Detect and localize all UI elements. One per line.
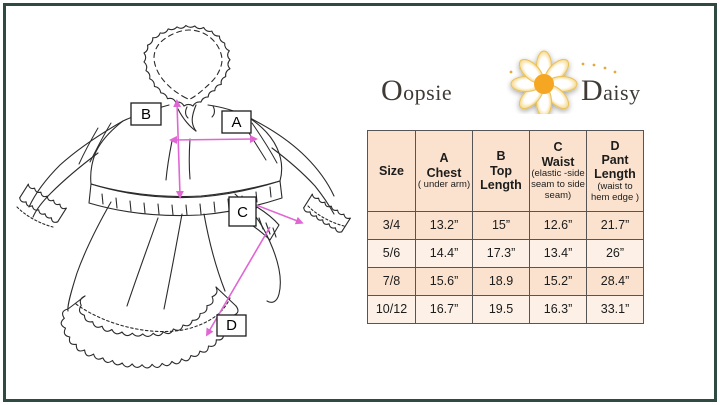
svg-text:B: B [141,106,151,123]
svg-text:A: A [231,114,241,131]
svg-text:D: D [226,317,237,334]
svg-text:C: C [237,204,248,221]
